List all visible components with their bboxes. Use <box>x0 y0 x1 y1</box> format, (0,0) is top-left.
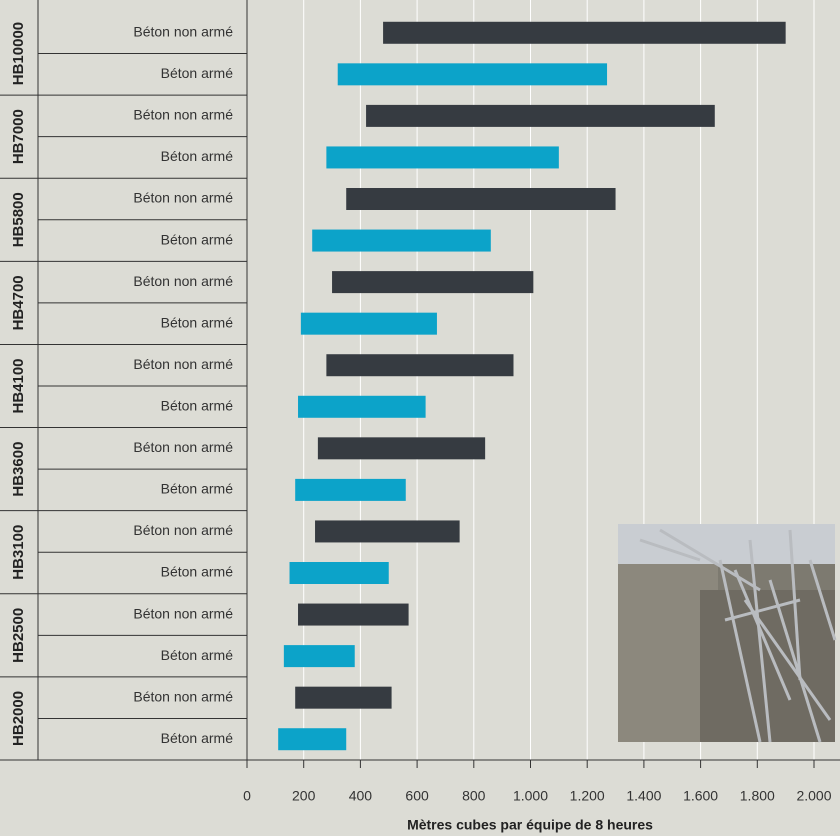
row-label: Béton armé <box>161 65 234 81</box>
row-label: Béton non armé <box>133 688 233 704</box>
bar <box>337 63 608 86</box>
x-tick-label: 600 <box>405 788 429 804</box>
group-label: HB2000 <box>10 691 27 746</box>
row-label: Béton armé <box>161 564 234 580</box>
group-label: HB4100 <box>10 358 27 413</box>
group-label: HB3100 <box>10 525 27 580</box>
photo-rebar <box>748 539 772 743</box>
row-label: Béton armé <box>161 481 234 497</box>
photo <box>618 524 837 743</box>
row-label: Béton non armé <box>133 522 233 538</box>
bar <box>295 478 406 501</box>
row-label: Béton armé <box>161 397 234 413</box>
bar <box>315 520 460 543</box>
bar <box>278 728 347 751</box>
row-label: Béton armé <box>161 730 234 746</box>
x-tick-label: 1.000 <box>513 788 548 804</box>
x-tick-label: 200 <box>292 788 316 804</box>
photo-rebar <box>743 599 832 721</box>
row-label: Béton non armé <box>133 356 233 372</box>
row-label: Béton armé <box>161 647 234 663</box>
group-label: HB7000 <box>10 109 27 164</box>
row-label: Béton non armé <box>133 605 233 621</box>
bar <box>317 437 486 460</box>
photo-rebar <box>659 528 761 592</box>
bar <box>346 188 616 210</box>
bar <box>300 312 437 335</box>
bar <box>298 603 409 626</box>
x-tick-label: 1.400 <box>626 788 661 804</box>
x-tick-label: 2.000 <box>796 788 831 804</box>
bar <box>295 686 392 709</box>
photo-rebar <box>788 529 802 681</box>
row-label: Béton armé <box>161 231 234 247</box>
row-label: Béton non armé <box>133 273 233 289</box>
row-label: Béton non armé <box>133 190 233 206</box>
row-label: Béton non armé <box>133 107 233 123</box>
photo-rebar <box>639 538 701 562</box>
x-tick-label: 1.800 <box>740 788 775 804</box>
row-label: Béton armé <box>161 314 234 330</box>
bar <box>366 104 715 127</box>
photo-rebar <box>718 559 762 743</box>
x-tick-label: 1.200 <box>570 788 605 804</box>
x-tick-label: 800 <box>462 788 486 804</box>
x-tick-label: 1.600 <box>683 788 718 804</box>
bar <box>312 229 491 252</box>
x-axis-title: Mètres cubes par équipe de 8 heures <box>407 817 653 833</box>
group-label: HB10000 <box>10 22 27 85</box>
group-label: HB2500 <box>10 608 27 663</box>
bar <box>326 354 514 377</box>
group-label: HB5800 <box>10 192 27 247</box>
bar <box>326 146 559 169</box>
photo-rebar <box>733 569 792 701</box>
row-label: Béton non armé <box>133 23 233 39</box>
x-tick-label: 0 <box>243 788 251 804</box>
bar <box>383 21 786 44</box>
bar <box>298 395 426 418</box>
bar <box>283 645 355 668</box>
row-label: Béton armé <box>161 148 234 164</box>
bar <box>332 271 534 294</box>
group-label: HB4700 <box>10 275 27 330</box>
x-tick-label: 400 <box>349 788 373 804</box>
group-label: HB3600 <box>10 442 27 497</box>
row-label: Béton non armé <box>133 439 233 455</box>
photo-rebar <box>808 559 837 641</box>
bar <box>289 562 389 584</box>
photo-rebar <box>724 598 801 622</box>
